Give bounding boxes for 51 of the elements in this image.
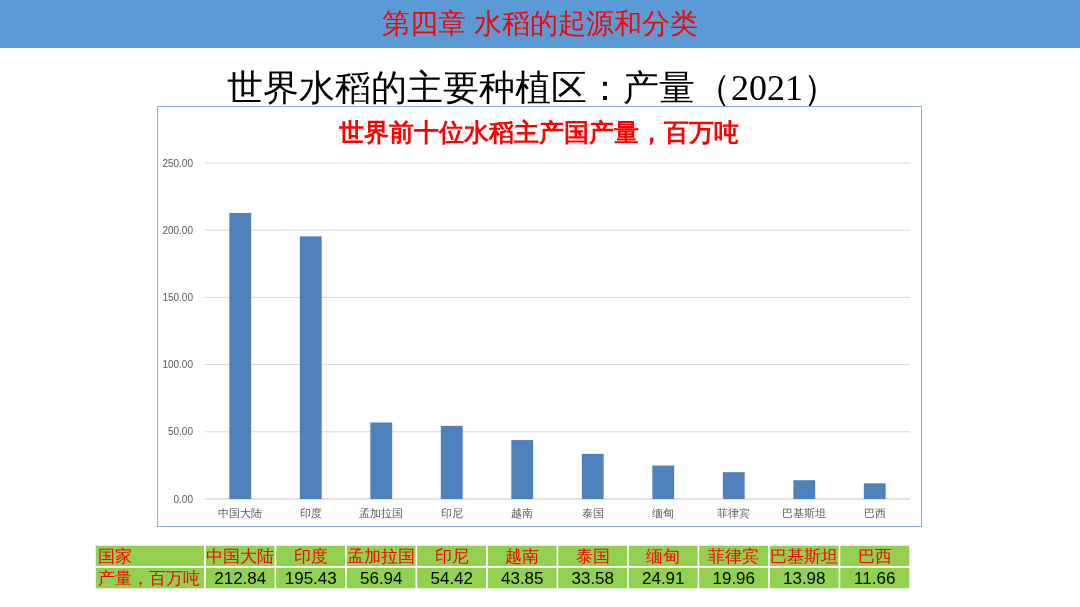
category-label: 泰国	[575, 547, 610, 566]
y-tick-label: 100.00	[162, 359, 194, 371]
bar	[229, 212, 252, 499]
data-label: 19.96	[712, 569, 756, 588]
y-tick-label: 0.00	[173, 493, 194, 505]
data-label: 13.98	[782, 569, 826, 588]
data-label: 212.84	[214, 569, 267, 588]
chart-subtitle: 世界前十位水稻主产国产量，百万吨	[338, 119, 739, 146]
bar	[581, 453, 604, 499]
data-label: 43.85	[500, 569, 544, 588]
category-label: 印度	[293, 547, 328, 566]
bar	[370, 422, 393, 499]
x-tick-label: 越南	[511, 507, 534, 519]
y-tick-label: 250.00	[162, 157, 194, 169]
category-label: 越南	[505, 547, 540, 566]
x-tick-label: 缅甸	[652, 507, 675, 519]
category-label: 巴基斯坦	[770, 547, 839, 566]
data-label: 54.42	[430, 569, 474, 588]
category-label: 印尼	[434, 547, 469, 566]
x-tick-label: 印度	[299, 507, 322, 519]
x-tick-label: 孟加拉国	[359, 507, 404, 519]
data-label: 11.66	[854, 569, 896, 588]
bar	[722, 472, 745, 499]
data-label: 56.94	[359, 569, 403, 588]
category-label: 缅甸	[646, 547, 681, 566]
category-label: 巴西	[857, 547, 892, 566]
x-tick-label: 印尼	[440, 507, 463, 519]
bar	[863, 483, 886, 499]
x-tick-label: 中国大陆	[218, 507, 263, 519]
data-label: 195.43	[284, 569, 337, 588]
text: 第四章 水稻的起源和分类	[382, 8, 698, 39]
bar	[793, 480, 816, 499]
category-label: 中国大陆	[206, 547, 275, 566]
y-tick-label: 200.00	[162, 224, 194, 236]
category-label: 菲律宾	[708, 547, 760, 566]
chart-title: 世界水稻的主要种植区：产量（2021）	[227, 68, 839, 108]
bar	[440, 425, 463, 499]
text: 国家	[98, 547, 132, 566]
data-label: 24.91	[641, 569, 685, 588]
data-label: 33.58	[571, 569, 615, 588]
x-tick-label: 泰国	[581, 507, 604, 519]
x-tick-label: 巴西	[863, 507, 886, 519]
y-tick-label: 50.00	[167, 426, 194, 438]
bar	[652, 465, 675, 499]
x-tick-label: 巴基斯坦	[782, 507, 827, 519]
bar	[299, 236, 322, 499]
category-label: 孟加拉国	[347, 547, 416, 566]
bar	[511, 440, 534, 499]
x-tick-label: 菲律宾	[717, 507, 751, 519]
text: 产量，百万吨	[98, 569, 200, 588]
y-tick-label: 150.00	[162, 291, 194, 303]
